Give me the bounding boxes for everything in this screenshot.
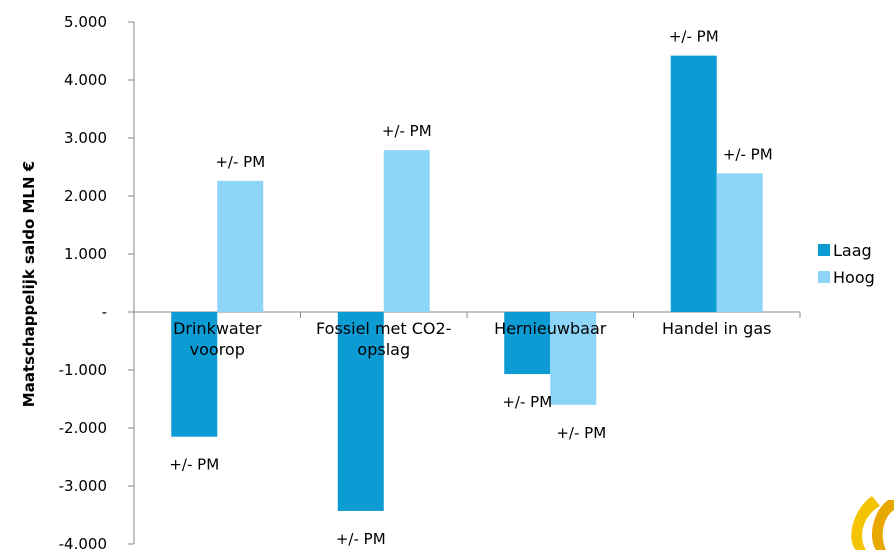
bar-laag-3 — [670, 55, 717, 312]
bar-hoog-0 — [217, 180, 264, 312]
y-tick-label: -1.000 — [59, 361, 107, 379]
data-label-hoog-1: +/- PM — [382, 122, 432, 140]
logo-icon — [851, 496, 894, 550]
legend-swatch-laag — [818, 244, 830, 256]
y-tick-label: 4.000 — [64, 71, 107, 89]
bar-laag-2 — [504, 312, 551, 375]
category-labels-group: Drinkwater voorop Fossiel met CO2- opslag He… — [173, 319, 771, 359]
y-tick-label: 3.000 — [64, 129, 107, 147]
y-tick-label: 2.000 — [64, 187, 107, 205]
y-tick-label: -3.000 — [59, 477, 107, 495]
category-label: Handel in gas — [662, 319, 771, 338]
bar-hoog-1 — [383, 150, 430, 312]
data-label-hoog-0: +/- PM — [215, 153, 265, 171]
y-tick-label: 5.000 — [64, 13, 107, 31]
legend-label-hoog: Hoog — [833, 268, 875, 287]
category-label: Drinkwater — [173, 319, 262, 338]
legend: Laag Hoog — [818, 241, 875, 287]
legend-swatch-hoog — [818, 271, 830, 283]
y-tick-label: -4.000 — [59, 535, 107, 550]
bar-laag-1 — [337, 312, 384, 511]
data-label-laag-2: +/- PM — [502, 393, 552, 411]
bars-group — [171, 55, 763, 511]
data-label-laag-0: +/- PM — [169, 456, 219, 474]
bar-hoog-3 — [716, 173, 763, 312]
data-label-laag-3: +/- PM — [669, 28, 719, 46]
y-axis: 5.000 4.000 3.000 2.000 1.000 - -1.000 -2.000 -3… — [59, 13, 801, 550]
y-tick-label: - — [102, 303, 107, 321]
legend-label-laag: Laag — [833, 241, 872, 260]
bar-hoog-2 — [550, 312, 597, 405]
data-label-hoog-3: +/- PM — [723, 145, 773, 163]
category-label: Hernieuwbaar — [494, 319, 607, 338]
y-axis-title: Maatschappelijk saldo MLN € — [20, 161, 38, 407]
data-labels-group: +/- PM+/- PM+/- PM+/- PM+/- PM+/- PM+/- … — [169, 28, 772, 548]
category-label: opslag — [357, 340, 410, 359]
y-tick-label: 1.000 — [64, 245, 107, 263]
data-label-laag-1: +/- PM — [336, 530, 386, 548]
bar-laag-0 — [171, 312, 218, 437]
data-label-hoog-2: +/- PM — [556, 424, 606, 442]
category-label: voorop — [190, 340, 245, 359]
category-label: Fossiel met CO2- — [316, 319, 451, 338]
y-tick-label: -2.000 — [59, 419, 107, 437]
